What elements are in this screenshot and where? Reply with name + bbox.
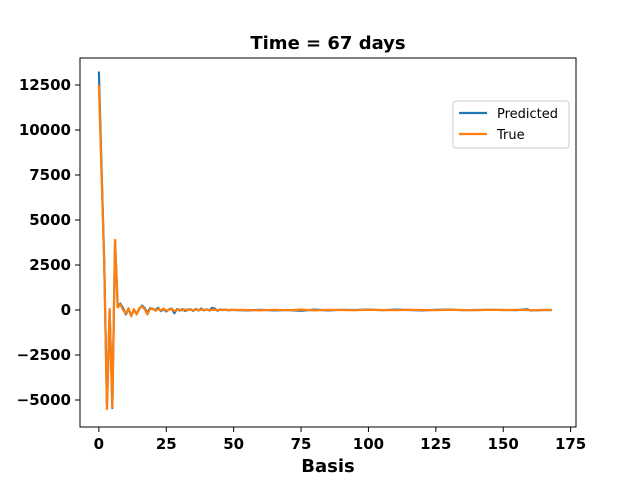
x-tick-label: 125 [420, 435, 451, 453]
y-tick-label: −2500 [17, 346, 71, 364]
y-tick-label: 5000 [29, 211, 71, 229]
x-tick-label: 100 [353, 435, 384, 453]
x-axis: 0 25 50 75 100 125 150 175 [94, 427, 586, 453]
chart-title: Time = 67 days [250, 33, 405, 54]
legend-label-true: True [496, 128, 525, 143]
x-tick-label: 150 [488, 435, 519, 453]
legend-label-predicted: Predicted [497, 107, 558, 122]
y-tick-label: 0 [61, 301, 71, 319]
x-axis-label: Basis [301, 456, 354, 477]
plot-area [97, 71, 552, 411]
y-tick-label: −5000 [17, 391, 71, 409]
x-tick-label: 50 [223, 435, 244, 453]
x-tick-label: 75 [291, 435, 312, 453]
y-tick-label: 12500 [19, 76, 71, 94]
y-tick-label: 2500 [29, 256, 71, 274]
y-axis: −5000 −2500 0 2500 5000 7500 10000 12500 [17, 76, 80, 409]
y-tick-label: 10000 [19, 121, 71, 139]
legend: Predicted True [452, 100, 570, 149]
x-tick-label: 0 [94, 435, 104, 453]
x-tick-label: 25 [156, 435, 177, 453]
series-line-true [97, 84, 552, 411]
plot-frame [79, 57, 577, 428]
y-tick-label: 7500 [29, 166, 71, 184]
x-tick-label: 175 [555, 435, 586, 453]
